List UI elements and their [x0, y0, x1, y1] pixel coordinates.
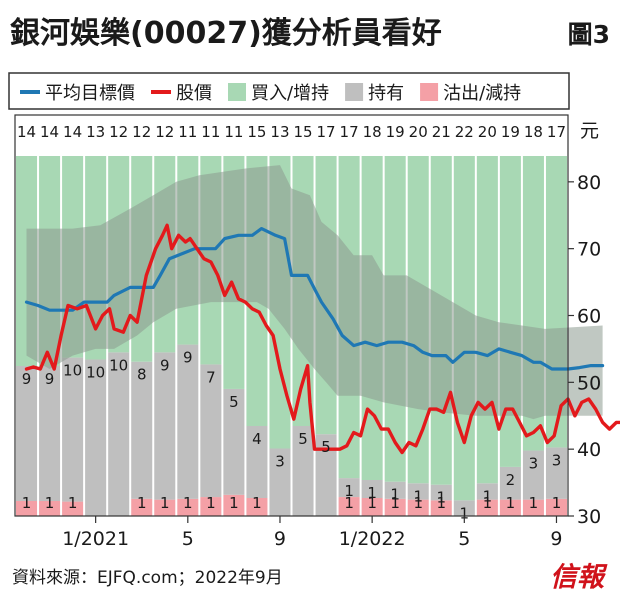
- label-sell-14: 1: [344, 494, 354, 512]
- label-sell-6: 1: [160, 494, 170, 512]
- label-sell-16: 1: [390, 494, 400, 512]
- label-buy-9: 11: [224, 123, 243, 141]
- publisher-logo: 信報: [550, 562, 608, 593]
- legend-label-0: 平均目標價: [45, 83, 135, 104]
- y-unit-label: 元: [580, 120, 599, 142]
- y-tick-label-3: 60: [577, 306, 601, 328]
- label-buy-1: 14: [40, 123, 59, 141]
- y-tick-label-2: 50: [577, 372, 601, 394]
- label-buy-8: 11: [201, 123, 220, 141]
- legend-label-3: 持有: [368, 83, 404, 104]
- label-sell-18: 1: [436, 494, 446, 512]
- legend: 平均目標價 股價 買入/增持 持有 沽出/減持: [20, 83, 521, 104]
- label-hold-5: 8: [137, 366, 147, 384]
- label-buy-15: 18: [363, 123, 382, 141]
- label-buy-3: 13: [86, 123, 105, 141]
- x-tick-label-1: 5: [182, 528, 194, 550]
- source-note: 資料來源：EJFQ.com；2022年9月: [12, 568, 283, 588]
- label-buy-13: 17: [317, 123, 336, 141]
- label-buy-18: 21: [432, 123, 451, 141]
- chart-title: 銀河娛樂(00027)獲分析員看好: [10, 16, 442, 51]
- label-buy-10: 15: [247, 123, 266, 141]
- label-sell-23: 1: [552, 494, 562, 512]
- label-buy-23: 17: [547, 123, 566, 141]
- label-buy-7: 11: [178, 123, 197, 141]
- label-buy-12: 15: [293, 123, 312, 141]
- bar-hold-4: [108, 352, 129, 516]
- x-tick-label-5: 9: [550, 528, 562, 550]
- y-tick-label-4: 70: [577, 239, 601, 261]
- legend-swatch-3: [345, 83, 363, 101]
- label-sell-1: 1: [45, 494, 55, 512]
- label-buy-14: 17: [340, 123, 359, 141]
- label-buy-2: 14: [63, 123, 82, 141]
- label-buy-20: 20: [478, 123, 497, 141]
- legend-item-3: 持有: [345, 83, 404, 104]
- label-sell-2: 1: [68, 494, 78, 512]
- label-hold-6: 9: [160, 356, 170, 374]
- label-sell-21: 1: [506, 494, 516, 512]
- label-hold-0: 9: [22, 370, 32, 388]
- label-sell-15: 1: [367, 494, 377, 512]
- label-sell-5: 1: [137, 494, 147, 512]
- y-axis: 30 40 50 60 70 80 元: [568, 120, 601, 528]
- label-buy-19: 22: [455, 123, 474, 141]
- legend-swatch-4: [420, 83, 438, 101]
- x-tick-label-2: 9: [274, 528, 286, 550]
- label-hold-10: 4: [252, 430, 262, 448]
- label-hold-4: 10: [109, 356, 128, 374]
- label-sell-17: 1: [413, 494, 423, 512]
- label-buy-4: 12: [109, 123, 128, 141]
- label-hold-1: 9: [45, 370, 55, 388]
- legend-label-1: 股價: [176, 83, 212, 104]
- label-hold-7: 9: [183, 349, 193, 367]
- label-hold-23: 3: [552, 451, 562, 469]
- label-hold-2: 10: [63, 362, 82, 380]
- x-tick-label-4: 5: [458, 528, 470, 550]
- label-sell-22: 1: [529, 494, 539, 512]
- label-buy-6: 12: [155, 123, 174, 141]
- bar-hold-7: [177, 345, 198, 499]
- label-hold-21: 2: [506, 471, 516, 489]
- label-sell-0: 1: [22, 494, 32, 512]
- bar-hold-6: [154, 352, 175, 499]
- label-hold-3: 10: [86, 363, 105, 381]
- y-tick-label-0: 30: [577, 506, 601, 528]
- label-sell-9: 1: [229, 494, 239, 512]
- bar-hold-3: [85, 359, 106, 516]
- legend-label-4: 沽出/減持: [443, 83, 521, 104]
- label-sell-7: 1: [183, 494, 193, 512]
- label-sell-20: 1: [483, 494, 493, 512]
- label-buy-21: 19: [501, 123, 520, 141]
- label-buy-16: 19: [386, 123, 405, 141]
- legend-label-2: 買入/增持: [251, 83, 329, 104]
- label-hold-8: 7: [206, 368, 216, 386]
- x-axis: 1/2021 5 9 1/2022 5 9: [62, 516, 562, 550]
- label-buy-0: 14: [17, 123, 36, 141]
- y-tick-label-1: 40: [577, 439, 601, 461]
- label-hold-11: 3: [275, 453, 285, 471]
- legend-item-4: 沽出/減持: [420, 83, 521, 104]
- label-hold-12: 5: [298, 430, 308, 448]
- x-tick-label-0: 1/2021: [62, 528, 129, 550]
- y-tick-label-5: 80: [577, 172, 601, 194]
- label-buy-11: 13: [270, 123, 289, 141]
- figure-tag: 圖3: [568, 20, 610, 49]
- label-hold-9: 5: [229, 393, 239, 411]
- label-sell-10: 1: [252, 494, 262, 512]
- label-sell-8: 1: [206, 494, 216, 512]
- legend-item-2: 買入/增持: [228, 83, 329, 104]
- legend-swatch-2: [228, 83, 246, 101]
- label-hold-22: 3: [529, 455, 539, 473]
- label-buy-17: 20: [409, 123, 428, 141]
- label-buy-22: 18: [524, 123, 543, 141]
- label-hold-13: 5: [321, 438, 331, 456]
- x-tick-label-3: 1/2022: [339, 528, 406, 550]
- label-buy-5: 12: [132, 123, 151, 141]
